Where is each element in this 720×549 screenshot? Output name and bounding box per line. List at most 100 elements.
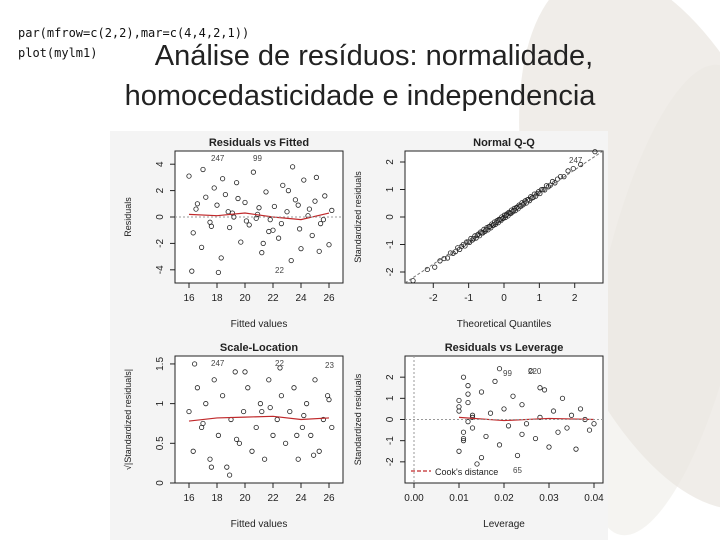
x-tick-label: 20 bbox=[239, 293, 251, 304]
data-point bbox=[242, 369, 248, 375]
data-point bbox=[193, 206, 199, 212]
data-point bbox=[316, 248, 322, 254]
data-point bbox=[474, 461, 480, 467]
data-point bbox=[301, 177, 307, 183]
data-point bbox=[573, 446, 579, 452]
x-tick-label: 0.00 bbox=[404, 493, 424, 504]
data-point bbox=[278, 221, 284, 227]
data-point bbox=[225, 209, 231, 215]
data-point bbox=[460, 438, 467, 444]
y-tick-label: -2 bbox=[385, 267, 396, 276]
data-point bbox=[199, 244, 205, 250]
y-tick-label: 2 bbox=[155, 187, 166, 193]
data-point bbox=[207, 456, 213, 462]
data-point bbox=[471, 236, 477, 242]
data-point bbox=[267, 217, 273, 223]
data-point bbox=[186, 408, 192, 415]
data-point bbox=[270, 432, 276, 438]
data-point bbox=[243, 218, 249, 224]
data-point bbox=[276, 235, 282, 241]
data-point bbox=[208, 223, 215, 229]
data-point bbox=[465, 391, 471, 397]
x-tick-label: 18 bbox=[211, 493, 223, 504]
y-axis-label: √|Standardized residuals| bbox=[123, 369, 133, 470]
data-point bbox=[308, 432, 314, 438]
data-point bbox=[478, 389, 485, 395]
data-point bbox=[194, 385, 201, 391]
data-point bbox=[287, 408, 293, 415]
data-point bbox=[280, 182, 286, 188]
data-point bbox=[203, 401, 209, 407]
data-point bbox=[505, 423, 512, 429]
data-point bbox=[304, 401, 310, 407]
data-point bbox=[283, 440, 289, 446]
slide-title-line-1: Análise de resíduos: normalidade, bbox=[154, 40, 594, 72]
x-tick-label: 24 bbox=[295, 293, 307, 304]
data-point bbox=[211, 377, 217, 383]
x-tick-label: 22 bbox=[267, 493, 279, 504]
data-point bbox=[218, 255, 224, 261]
y-tick-label: 2 bbox=[385, 374, 396, 380]
data-point bbox=[468, 235, 474, 242]
data-point bbox=[256, 205, 262, 211]
data-point bbox=[238, 239, 244, 245]
data-point bbox=[194, 201, 201, 207]
data-point bbox=[266, 228, 272, 235]
y-tick-label: 0 bbox=[155, 480, 166, 486]
data-point bbox=[266, 377, 272, 383]
data-point bbox=[577, 406, 584, 412]
data-point bbox=[299, 424, 305, 431]
data-point bbox=[311, 452, 317, 458]
smooth-line bbox=[188, 415, 330, 422]
data-point bbox=[277, 365, 283, 371]
data-point bbox=[514, 452, 521, 459]
data-point bbox=[235, 195, 241, 202]
x-axis-label: Leverage bbox=[483, 519, 525, 530]
data-point bbox=[291, 385, 297, 391]
legend-label: Cook's distance bbox=[435, 467, 498, 477]
data-point bbox=[320, 416, 326, 423]
code-line: plot(mylm1) bbox=[18, 46, 98, 60]
x-tick-label: 16 bbox=[183, 293, 195, 304]
data-point bbox=[519, 402, 525, 408]
data-point bbox=[510, 393, 516, 399]
data-point bbox=[203, 194, 209, 200]
data-point bbox=[537, 414, 543, 420]
data-point bbox=[236, 440, 242, 446]
data-point bbox=[309, 232, 315, 239]
data-point bbox=[555, 429, 561, 435]
data-point bbox=[568, 412, 575, 418]
y-tick-label: 0 bbox=[385, 416, 396, 422]
data-point bbox=[190, 448, 196, 454]
y-tick-label: 2 bbox=[385, 159, 396, 165]
data-point bbox=[297, 226, 303, 232]
data-point bbox=[234, 180, 240, 186]
data-point bbox=[220, 176, 226, 182]
chart-title: Residuals vs Leverage bbox=[445, 342, 564, 354]
data-point bbox=[290, 164, 296, 170]
data-point bbox=[496, 442, 503, 448]
data-point bbox=[208, 464, 215, 470]
x-tick-label: 16 bbox=[183, 493, 195, 504]
data-point bbox=[564, 425, 570, 431]
point-label: 22 bbox=[275, 359, 284, 368]
x-tick-label: -1 bbox=[464, 293, 473, 304]
data-point bbox=[220, 393, 226, 399]
data-point bbox=[554, 176, 561, 182]
data-point bbox=[271, 203, 277, 210]
data-point bbox=[510, 208, 517, 214]
data-point bbox=[410, 278, 416, 284]
y-tick-label: 1 bbox=[385, 186, 396, 192]
data-point bbox=[253, 215, 259, 221]
data-point bbox=[530, 194, 536, 201]
point-label: 99 bbox=[253, 154, 262, 163]
data-point bbox=[189, 268, 195, 274]
point-label: 247 bbox=[569, 156, 583, 165]
data-point bbox=[200, 166, 206, 173]
data-point bbox=[250, 169, 256, 175]
data-point bbox=[301, 412, 307, 419]
x-tick-label: 0.02 bbox=[494, 493, 514, 504]
data-point bbox=[460, 429, 467, 435]
data-point bbox=[186, 173, 192, 179]
y-tick-label: 1.5 bbox=[155, 357, 166, 371]
